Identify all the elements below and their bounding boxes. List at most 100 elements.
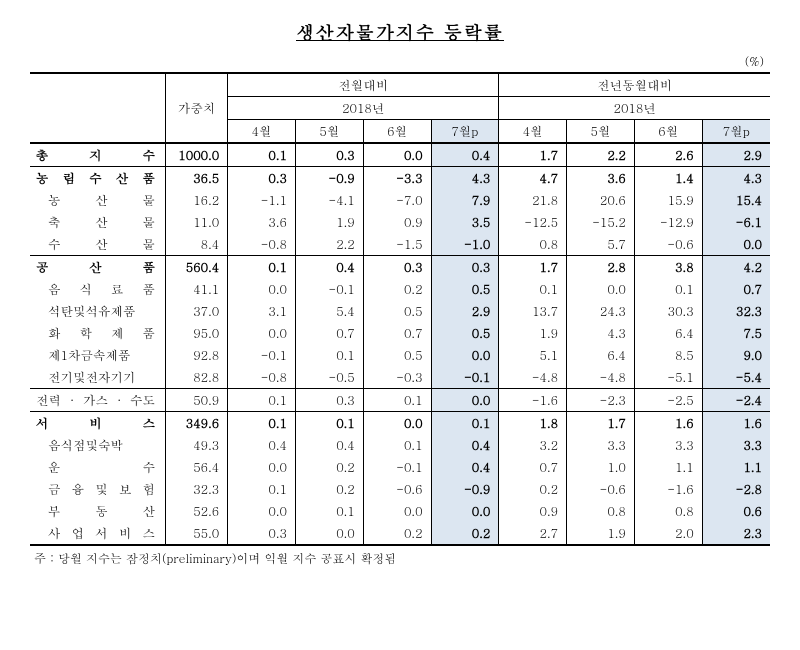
cell-yoy: 2.7 [499, 522, 567, 545]
cell-yoy: 1.7 [499, 143, 567, 167]
cell-mom: 0.2 [363, 278, 431, 300]
cell-yoy: 1.8 [499, 412, 567, 435]
cell-mom: 3.1 [228, 300, 296, 322]
cell-yoy: -2.8 [702, 478, 770, 500]
cell-mom: 0.1 [295, 500, 363, 522]
cell-yoy: -1.6 [499, 389, 567, 412]
cell-mom: 0.4 [295, 434, 363, 456]
cell-weight: 55.0 [166, 522, 228, 545]
cell-mom: 0.2 [295, 456, 363, 478]
header-weight: 가중치 [166, 73, 228, 143]
cell-mom: -1.0 [431, 233, 499, 256]
cell-yoy: 9.0 [702, 344, 770, 366]
cell-yoy: 3.2 [499, 434, 567, 456]
cell-weight: 95.0 [166, 322, 228, 344]
cell-yoy: -15.2 [567, 211, 635, 233]
cell-yoy: 1.0 [567, 456, 635, 478]
cell-weight: 1000.0 [166, 143, 228, 167]
cell-mom: 0.2 [431, 522, 499, 545]
cell-mom: 0.4 [295, 256, 363, 279]
table-row: 금 융 및 보 험32.30.10.2-0.6-0.90.2-0.6-1.6-2… [30, 478, 770, 500]
cell-yoy: 2.0 [634, 522, 702, 545]
cell-yoy: 0.1 [499, 278, 567, 300]
cell-yoy: 3.6 [567, 167, 635, 190]
cell-mom: 3.5 [431, 211, 499, 233]
cell-mom: 0.0 [228, 278, 296, 300]
cell-yoy: 30.3 [634, 300, 702, 322]
cell-mom: 0.4 [431, 456, 499, 478]
cell-mom: 0.7 [363, 322, 431, 344]
cell-mom: 0.0 [431, 344, 499, 366]
header-m6: 6월 [363, 120, 431, 144]
cell-yoy: 3.3 [702, 434, 770, 456]
cell-yoy: 21.8 [499, 189, 567, 211]
cell-mom: 0.3 [295, 389, 363, 412]
cell-yoy: 0.9 [499, 500, 567, 522]
table-row: 음식점및숙박49.30.40.40.10.43.23.33.33.3 [30, 434, 770, 456]
cell-yoy: -6.1 [702, 211, 770, 233]
cell-mom: 0.0 [431, 500, 499, 522]
cell-weight: 32.3 [166, 478, 228, 500]
cell-mom: -3.3 [363, 167, 431, 190]
cell-yoy: 3.8 [634, 256, 702, 279]
cell-yoy: 0.2 [499, 478, 567, 500]
cell-yoy: 32.3 [702, 300, 770, 322]
row-label: 음 식 료 품 [30, 278, 166, 300]
cell-mom: 0.0 [228, 500, 296, 522]
cell-yoy: -12.5 [499, 211, 567, 233]
cell-mom: 0.1 [228, 256, 296, 279]
cell-yoy: -2.5 [634, 389, 702, 412]
cell-weight: 56.4 [166, 456, 228, 478]
cell-mom: 0.4 [431, 434, 499, 456]
row-label: 농 림 수 산 품 [30, 167, 166, 190]
cell-mom: 0.3 [363, 256, 431, 279]
cell-mom: 0.0 [228, 322, 296, 344]
cell-mom: 0.1 [295, 412, 363, 435]
cell-yoy: 15.9 [634, 189, 702, 211]
cell-mom: 0.5 [431, 278, 499, 300]
cell-mom: 0.1 [228, 389, 296, 412]
cell-mom: 0.5 [431, 322, 499, 344]
cell-weight: 11.0 [166, 211, 228, 233]
cell-yoy: 1.9 [567, 522, 635, 545]
cell-yoy: -4.8 [567, 366, 635, 389]
header-yoy-m5: 5월 [567, 120, 635, 144]
cell-yoy: 1.1 [634, 456, 702, 478]
cell-mom: 4.3 [431, 167, 499, 190]
cell-yoy: 0.8 [567, 500, 635, 522]
cell-yoy: 6.4 [634, 322, 702, 344]
table-row: 제1차금속제품92.8-0.10.10.50.05.16.48.59.0 [30, 344, 770, 366]
cell-mom: 0.3 [228, 167, 296, 190]
cell-yoy: 7.5 [702, 322, 770, 344]
cell-yoy: 4.7 [499, 167, 567, 190]
cell-weight: 560.4 [166, 256, 228, 279]
row-label: 총 지 수 [30, 143, 166, 167]
cell-weight: 92.8 [166, 344, 228, 366]
cell-mom: 0.5 [363, 300, 431, 322]
row-label: 서 비 스 [30, 412, 166, 435]
row-label: 전력 · 가스 · 수도 [30, 389, 166, 412]
cell-mom: 2.2 [295, 233, 363, 256]
cell-yoy: -5.1 [634, 366, 702, 389]
cell-mom: -0.5 [295, 366, 363, 389]
cell-mom: 0.1 [431, 412, 499, 435]
cell-mom: -0.1 [363, 456, 431, 478]
cell-yoy: 5.1 [499, 344, 567, 366]
table-row: 농 산 물16.2-1.1-4.1-7.07.921.820.615.915.4 [30, 189, 770, 211]
cell-mom: 0.0 [363, 143, 431, 167]
cell-weight: 37.0 [166, 300, 228, 322]
row-label: 제1차금속제품 [30, 344, 166, 366]
cell-mom: 0.0 [363, 412, 431, 435]
table-row: 공 산 품560.40.10.40.30.31.72.83.84.2 [30, 256, 770, 279]
cell-yoy: 0.0 [702, 233, 770, 256]
cell-mom: 0.0 [431, 389, 499, 412]
header-m4: 4월 [228, 120, 296, 144]
table-row: 전기및전자기기82.8-0.8-0.5-0.3-0.1-4.8-4.8-5.1-… [30, 366, 770, 389]
cell-yoy: 0.6 [702, 500, 770, 522]
cell-mom: 0.1 [228, 478, 296, 500]
cell-mom: 0.1 [228, 412, 296, 435]
cell-weight: 52.6 [166, 500, 228, 522]
cell-mom: 1.9 [295, 211, 363, 233]
cell-yoy: 8.5 [634, 344, 702, 366]
cell-yoy: 5.7 [567, 233, 635, 256]
